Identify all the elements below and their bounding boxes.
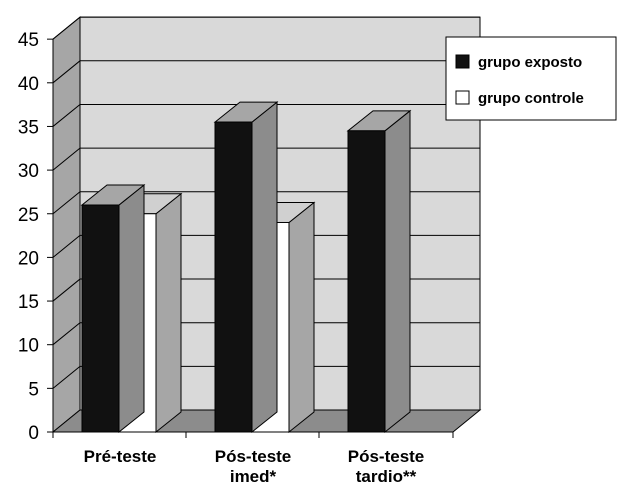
gridline [52, 278, 480, 302]
bar-exposto [213, 101, 279, 434]
y-tick-label: 15 [18, 292, 39, 313]
gridline [52, 16, 480, 40]
y-tick-label: 25 [18, 205, 39, 226]
bar-exposto-side [251, 101, 278, 434]
gridline [52, 234, 480, 258]
bar-exposto-side [384, 109, 411, 434]
y-tick-label: 35 [18, 117, 39, 138]
legend-label: grupo exposto [478, 54, 582, 71]
bar-exposto [80, 183, 146, 434]
bar-exposto-front [347, 130, 386, 433]
x-tick-label: imed* [230, 467, 277, 486]
bar-exposto-front [214, 121, 253, 433]
bar-exposto-side [118, 183, 145, 434]
gridline [52, 147, 480, 171]
legend: grupo exposto grupo controle [445, 36, 617, 121]
gridline [52, 191, 480, 215]
y-tick-label: 20 [18, 248, 39, 269]
x-tick-label: Pós-teste [215, 447, 292, 466]
x-tick-label: Pré-teste [84, 447, 157, 466]
legend-label: grupo controle [478, 90, 584, 107]
gridline [52, 103, 480, 127]
y-tick-label: 45 [18, 30, 39, 51]
y-tick-label: 5 [28, 379, 39, 400]
x-tick-label: tardio** [356, 467, 417, 486]
bars [80, 101, 412, 434]
x-tick-label: Pós-teste [348, 447, 425, 466]
gridline [52, 365, 480, 389]
gridlines [52, 16, 480, 389]
legend-swatch [455, 54, 470, 69]
bar-controle-side [288, 201, 315, 434]
legend-box [445, 36, 617, 121]
y-tick-label: 30 [18, 161, 39, 182]
y-tick-label: 40 [18, 74, 39, 95]
gridline [52, 322, 480, 346]
legend-swatch [455, 90, 470, 105]
y-tick-label: 0 [28, 423, 39, 444]
y-tick-label: 10 [18, 336, 39, 357]
bar-exposto-front [81, 204, 120, 433]
bar-exposto [346, 109, 412, 434]
bar-controle-side [155, 192, 182, 434]
gridline [52, 60, 480, 84]
